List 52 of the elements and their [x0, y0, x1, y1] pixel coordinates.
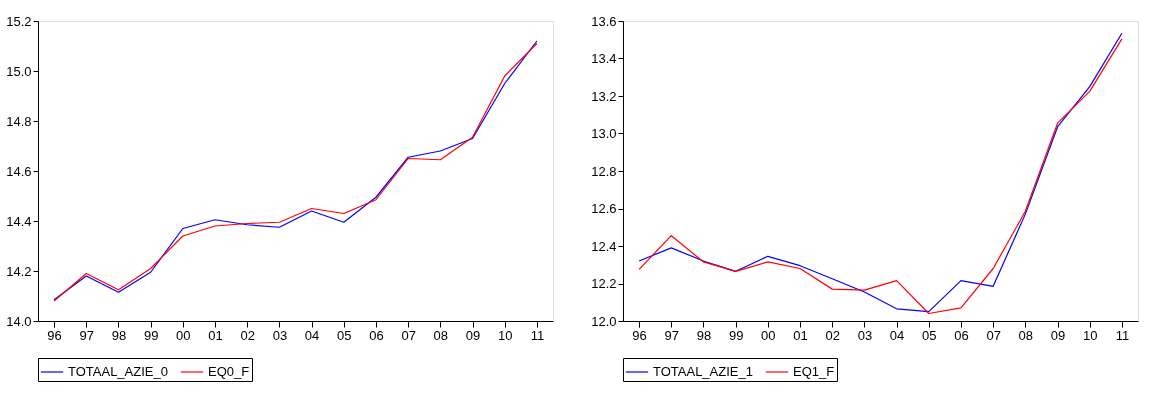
x-tick-label: 07: [986, 327, 1001, 343]
x-tick-label: 96: [47, 327, 62, 343]
x-tick-label: 96: [632, 327, 647, 343]
x-tick-label: 05: [337, 327, 352, 343]
x-tick-label: 99: [143, 327, 159, 343]
x-tick-label: 03: [857, 327, 873, 343]
x-tick-label: 04: [304, 327, 320, 343]
y-tick-label: 13.6: [591, 13, 617, 29]
x-tick-label: 09: [1050, 327, 1066, 343]
x-tick-label: 97: [664, 327, 680, 343]
x-tick-label: 11: [530, 327, 545, 343]
x-tick-label: 06: [369, 327, 384, 343]
x-tick-label: 08: [1018, 327, 1034, 343]
y-tick-label: 14.6: [6, 163, 32, 179]
x-tick-label: 97: [79, 327, 95, 343]
x-tick-label: 07: [401, 327, 416, 343]
x-tick-label: 06: [954, 327, 969, 343]
x-tick-label: 02: [825, 327, 840, 343]
y-tick-label: 12.2: [591, 276, 617, 291]
x-tick-label: 00: [176, 327, 191, 343]
y-tick-label: 14.0: [6, 313, 32, 329]
y-tick-label: 13.2: [591, 88, 617, 104]
x-tick-label: 10: [1082, 327, 1098, 343]
x-tick-label: 01: [208, 327, 223, 343]
legend-label: EQ1_F: [793, 364, 835, 379]
legend-label: EQ0_F: [208, 364, 250, 379]
y-tick-label: 15.0: [6, 63, 32, 79]
y-tick-label: 13.4: [591, 51, 617, 66]
x-tick-label: 98: [696, 327, 712, 343]
x-tick-label: 11: [1115, 327, 1130, 343]
x-tick-label: 10: [497, 327, 513, 343]
x-tick-label: 98: [111, 327, 127, 343]
y-tick-label: 14.4: [6, 213, 32, 229]
y-tick-label: 12.6: [591, 201, 617, 216]
y-tick-label: 13.0: [591, 126, 617, 141]
x-tick-label: 00: [761, 327, 776, 343]
y-tick-label: 12.0: [591, 313, 617, 329]
x-tick-label: 08: [433, 327, 449, 343]
x-tick-label: 03: [272, 327, 288, 343]
legend-label: TOTAAL_AZIE_0: [68, 364, 168, 379]
x-tick-label: 02: [240, 327, 255, 343]
x-tick-label: 99: [728, 327, 744, 343]
y-tick-label: 12.4: [591, 238, 617, 254]
y-tick-label: 14.8: [6, 113, 32, 129]
y-tick-label: 14.2: [6, 263, 32, 279]
x-tick-label: 01: [793, 327, 808, 343]
legend-label: TOTAAL_AZIE_1: [653, 364, 753, 379]
x-tick-label: 09: [465, 327, 481, 343]
y-tick-label: 15.2: [6, 13, 32, 29]
x-tick-label: 04: [889, 327, 905, 343]
y-tick-label: 12.8: [591, 163, 617, 179]
x-tick-label: 05: [922, 327, 937, 343]
